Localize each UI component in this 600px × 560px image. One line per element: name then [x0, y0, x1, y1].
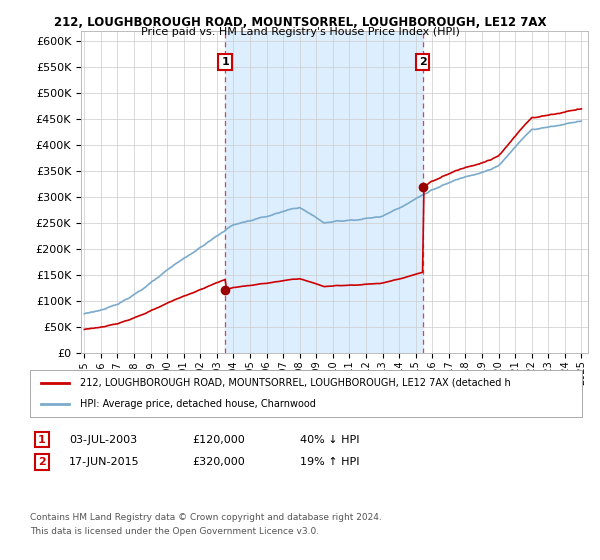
Text: 2: 2 [419, 57, 427, 67]
Text: 03-JUL-2003: 03-JUL-2003 [69, 435, 137, 445]
Text: 1: 1 [38, 435, 46, 445]
Text: 40% ↓ HPI: 40% ↓ HPI [300, 435, 359, 445]
Bar [225, 31, 422, 353]
Text: HPI: Average price, detached house, Charnwood: HPI: Average price, detached house, Char… [80, 399, 316, 409]
Text: 19% ↑ HPI: 19% ↑ HPI [300, 457, 359, 467]
Text: £120,000: £120,000 [192, 435, 245, 445]
Text: Price paid vs. HM Land Registry's House Price Index (HPI): Price paid vs. HM Land Registry's House … [140, 27, 460, 37]
Text: 212, LOUGHBOROUGH ROAD, MOUNTSORREL, LOUGHBOROUGH, LE12 7AX (detached h: 212, LOUGHBOROUGH ROAD, MOUNTSORREL, LOU… [80, 378, 511, 388]
Text: 212, LOUGHBOROUGH ROAD, MOUNTSORREL, LOUGHBOROUGH, LE12 7AX: 212, LOUGHBOROUGH ROAD, MOUNTSORREL, LOU… [54, 16, 546, 29]
Text: £320,000: £320,000 [192, 457, 245, 467]
Text: Contains HM Land Registry data © Crown copyright and database right 2024.: Contains HM Land Registry data © Crown c… [30, 514, 382, 522]
Text: This data is licensed under the Open Government Licence v3.0.: This data is licensed under the Open Gov… [30, 528, 319, 536]
Text: 17-JUN-2015: 17-JUN-2015 [69, 457, 140, 467]
Text: 2: 2 [38, 457, 46, 467]
Text: 1: 1 [221, 57, 229, 67]
